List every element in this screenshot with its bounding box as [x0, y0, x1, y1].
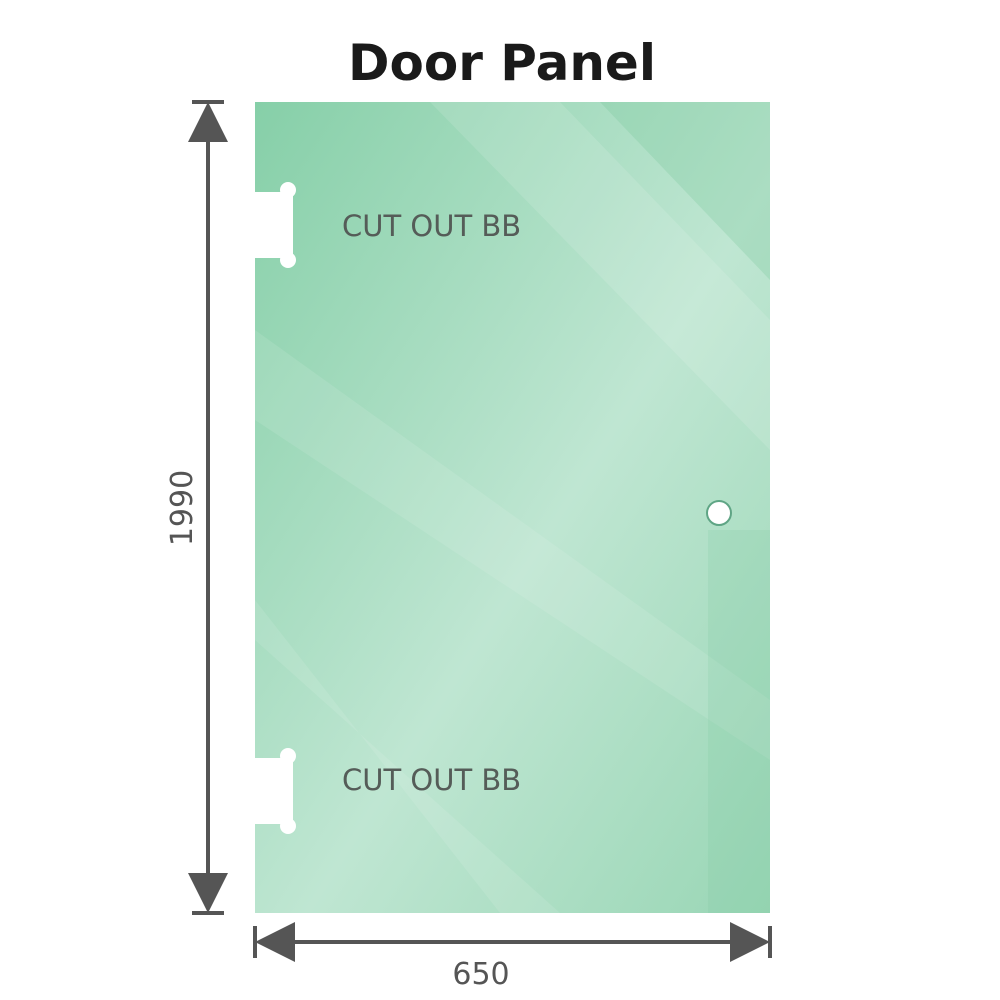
cutout-label-top: CUT OUT BB: [342, 209, 521, 243]
height-dimension: [188, 100, 228, 915]
cutout-label-bottom: CUT OUT BB: [342, 763, 521, 797]
width-dimension: [253, 922, 772, 962]
diagram-title: Door Panel: [348, 34, 656, 92]
handle-hole: [706, 500, 732, 526]
height-label: 1990: [165, 470, 200, 546]
width-label: 650: [452, 957, 509, 992]
bottom-cutout: [250, 748, 296, 834]
glass-panel: [255, 102, 770, 913]
top-cutout: [250, 182, 296, 268]
